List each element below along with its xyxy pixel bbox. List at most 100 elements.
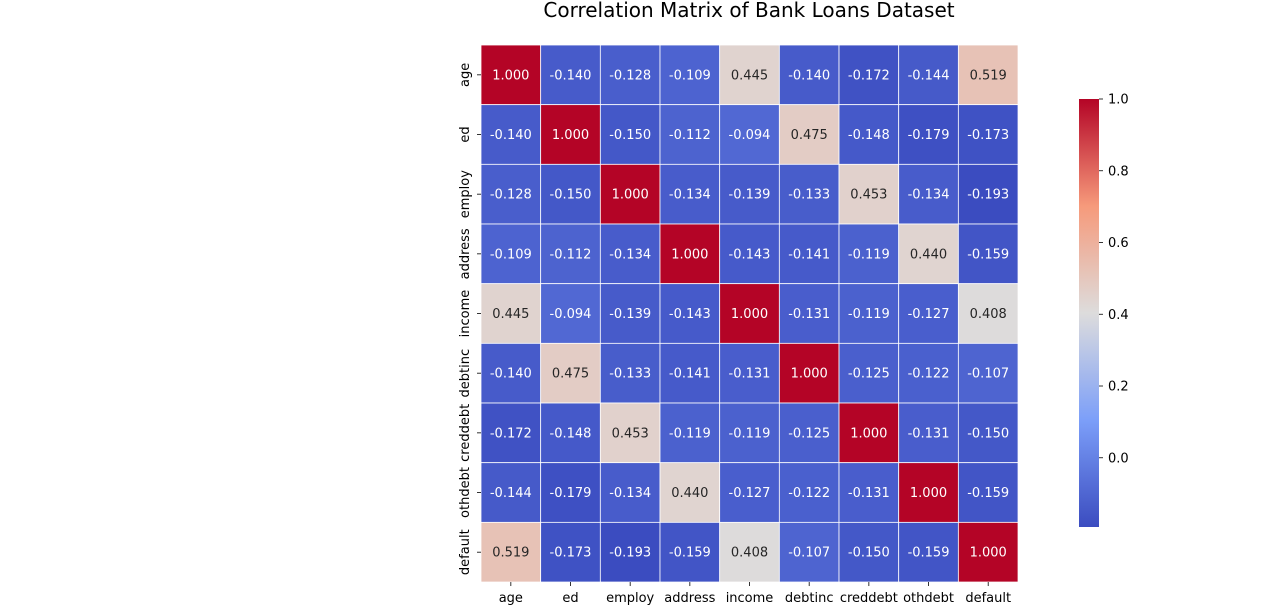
heatmap-cell [778, 521, 840, 583]
heatmap-cell [719, 462, 780, 523]
cell-value-label: -0.134 [609, 486, 651, 501]
heatmap-cell [778, 283, 840, 344]
cell-value-label: -0.140 [550, 68, 592, 83]
heatmap-cell [599, 163, 661, 225]
heatmap-cell [838, 462, 900, 523]
heatmap-cell [599, 462, 661, 523]
cell-value-label: 0.408 [970, 307, 1007, 322]
cell-value-label: -0.144 [908, 68, 950, 83]
heatmap-cell [898, 223, 959, 285]
cell-value-label: -0.133 [609, 367, 651, 382]
heatmap-cell [719, 163, 780, 225]
row-label: default [458, 529, 473, 575]
cell-value-label: -0.159 [967, 486, 1009, 501]
heatmap-cell [957, 521, 1019, 583]
cell-value-label: -0.094 [729, 128, 771, 143]
column-label: ed [562, 591, 578, 606]
heatmap-cell [957, 462, 1019, 523]
heatmap-cell [957, 104, 1019, 165]
heatmap-cell [898, 342, 959, 404]
cell-value-label: 0.440 [910, 247, 947, 262]
cell-value-label: 0.475 [791, 128, 828, 143]
colorbar-tick-label: 0.8 [1108, 164, 1129, 179]
cell-value-label: -0.179 [550, 486, 592, 501]
heatmap-cell [957, 283, 1019, 344]
cell-value-label: -0.141 [788, 247, 830, 262]
heatmap-cell [599, 104, 661, 165]
column-label: age [499, 591, 523, 606]
heatmap-cell [719, 521, 780, 583]
heatmap-cell [480, 223, 542, 285]
heatmap-cell [599, 283, 661, 344]
cell-value-label: 0.453 [612, 426, 649, 441]
heatmap-cell [659, 104, 721, 165]
column-label: creddebt [840, 591, 898, 606]
cell-value-label: -0.119 [729, 426, 771, 441]
cell-value-label: 0.453 [850, 188, 887, 203]
cell-value-label: -0.150 [848, 546, 890, 561]
heatmap-cell [838, 283, 900, 344]
heatmap-cell [719, 402, 780, 464]
heatmap-cell [719, 342, 780, 404]
heatmap-cell [957, 163, 1019, 225]
cell-value-label: 1.000 [612, 188, 649, 203]
cell-value-label: -0.139 [729, 188, 771, 203]
heatmap-cell [480, 163, 542, 225]
cell-value-label: -0.172 [848, 68, 890, 83]
heatmap-cell [778, 44, 840, 106]
cell-value-label: -0.159 [669, 546, 711, 561]
cell-value-label: -0.193 [609, 546, 651, 561]
cell-value-label: 0.440 [671, 486, 708, 501]
cell-value-label: -0.125 [788, 426, 830, 441]
heatmap-cell [540, 283, 601, 344]
heatmap-cell [599, 44, 661, 106]
cell-value-label: -0.144 [490, 486, 532, 501]
row-label: address [458, 228, 473, 279]
colorbar: 0.0 0.2 0.4 0.6 0.8 1.0 [1079, 93, 1129, 527]
colorbar-tick-label: 0.2 [1108, 380, 1129, 395]
cell-value-label: -0.122 [788, 486, 830, 501]
heatmap-cell [659, 283, 721, 344]
heatmap-cell [838, 104, 900, 165]
cell-value-label: 0.519 [492, 546, 529, 561]
cell-value-label: 1.000 [850, 426, 887, 441]
heatmap-cell [957, 223, 1019, 285]
cell-value-label: -0.134 [908, 188, 950, 203]
heatmap-cell [838, 521, 900, 583]
row-label: ed [458, 126, 473, 142]
cell-value-label: -0.140 [788, 68, 830, 83]
cell-value-label: -0.159 [967, 247, 1009, 262]
colorbar-gradient [1079, 99, 1099, 527]
heatmap-cell [659, 342, 721, 404]
cell-value-label: -0.173 [550, 546, 592, 561]
cell-value-label: -0.141 [669, 367, 711, 382]
row-label: othdebt [458, 467, 473, 518]
heatmap-cell [480, 104, 542, 165]
cell-value-label: 1.000 [552, 128, 589, 143]
cell-value-label: 1.000 [492, 68, 529, 83]
cell-value-label: -0.140 [490, 128, 532, 143]
cell-value-label: -0.134 [669, 188, 711, 203]
cell-value-label: -0.134 [609, 247, 651, 262]
heatmap-cell [480, 402, 542, 464]
colorbar-tick-label: 1.0 [1108, 93, 1129, 108]
cell-value-label: -0.112 [669, 128, 711, 143]
cell-value-label: -0.127 [729, 486, 771, 501]
cell-value-label: 0.519 [970, 68, 1007, 83]
heatmap-cell [659, 223, 721, 285]
cell-value-label: -0.119 [669, 426, 711, 441]
cell-value-label: -0.127 [908, 307, 950, 322]
cell-value-label: 1.000 [970, 546, 1007, 561]
heatmap-cell [480, 462, 542, 523]
cell-value-label: -0.094 [550, 307, 592, 322]
cell-value-label: 1.000 [731, 307, 768, 322]
heatmap-cell [599, 521, 661, 583]
heatmap-cell [480, 44, 542, 106]
cell-value-label: -0.172 [490, 426, 532, 441]
heatmap-cell [480, 283, 542, 344]
row-label: income [458, 290, 473, 338]
heatmap-cell [898, 104, 959, 165]
column-label: default [965, 591, 1011, 606]
heatmap-cell [599, 342, 661, 404]
cell-value-label: 1.000 [910, 486, 947, 501]
